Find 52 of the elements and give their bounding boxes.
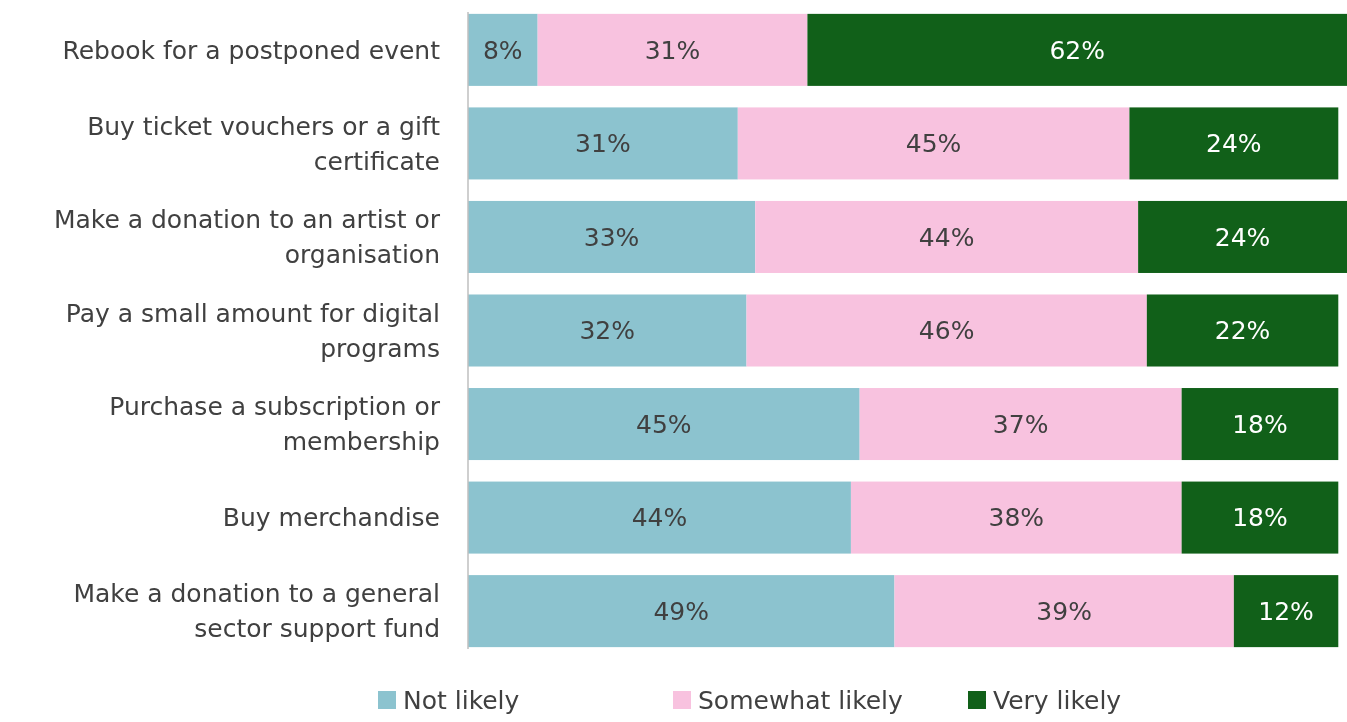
bar xyxy=(1233,575,1339,648)
data-label: 24% xyxy=(1206,129,1262,159)
data-label: 45% xyxy=(905,129,962,159)
data-label: 31% xyxy=(575,129,631,159)
data-label: 8% xyxy=(482,35,523,65)
y-tick-label: Make a donation to an artist or organisation xyxy=(53,205,441,270)
data-label: 37% xyxy=(992,409,1049,439)
data-label: 22% xyxy=(1214,316,1271,346)
y-tick-label: Make a donation to a general sector support fund xyxy=(73,579,440,644)
bar xyxy=(468,575,895,648)
bar xyxy=(737,107,1130,180)
bar xyxy=(537,13,808,86)
y-tick-label: Rebook for a postponed event xyxy=(62,35,441,65)
data-label: 12% xyxy=(1258,596,1314,626)
legend-label: Very likely xyxy=(993,685,1122,715)
data-label: 39% xyxy=(1036,596,1092,626)
bar xyxy=(850,481,1182,554)
y-tick-label: Purchase a subscription or membership xyxy=(109,392,441,457)
data-label: 62% xyxy=(1049,35,1105,65)
data-label: 49% xyxy=(653,596,710,626)
bar xyxy=(746,294,1147,367)
data-label: 24% xyxy=(1214,222,1271,252)
bar xyxy=(468,294,747,367)
bar xyxy=(807,13,1347,86)
data-label: 38% xyxy=(988,503,1045,533)
y-tick-label: Buy merchandise xyxy=(222,503,440,533)
bar xyxy=(1129,107,1339,180)
bar xyxy=(468,481,851,554)
legend-label: Not likely xyxy=(403,685,520,715)
data-label: 45% xyxy=(636,409,692,439)
bar xyxy=(755,200,1139,273)
data-label: 46% xyxy=(918,316,975,346)
bar xyxy=(1138,200,1347,273)
data-label: 31% xyxy=(644,35,701,65)
bar xyxy=(1146,294,1339,367)
bar xyxy=(859,388,1182,461)
bar xyxy=(1181,481,1339,554)
data-label: 18% xyxy=(1232,503,1288,533)
bar xyxy=(1181,388,1339,461)
legend-label: Somewhat likely xyxy=(698,685,904,715)
data-label: 18% xyxy=(1232,409,1288,439)
bar xyxy=(468,200,756,273)
bar xyxy=(468,13,538,86)
data-label: 44% xyxy=(631,503,688,533)
y-tick-label: Buy ticket vouchers or a gift certificate xyxy=(87,111,441,176)
data-label: 44% xyxy=(918,222,975,252)
data-label: 32% xyxy=(579,316,636,346)
bar xyxy=(894,575,1234,648)
y-tick-label: Pay a small amount for digital programs xyxy=(65,298,440,363)
data-label: 33% xyxy=(583,222,640,252)
bar xyxy=(468,107,738,180)
bar xyxy=(468,388,860,461)
